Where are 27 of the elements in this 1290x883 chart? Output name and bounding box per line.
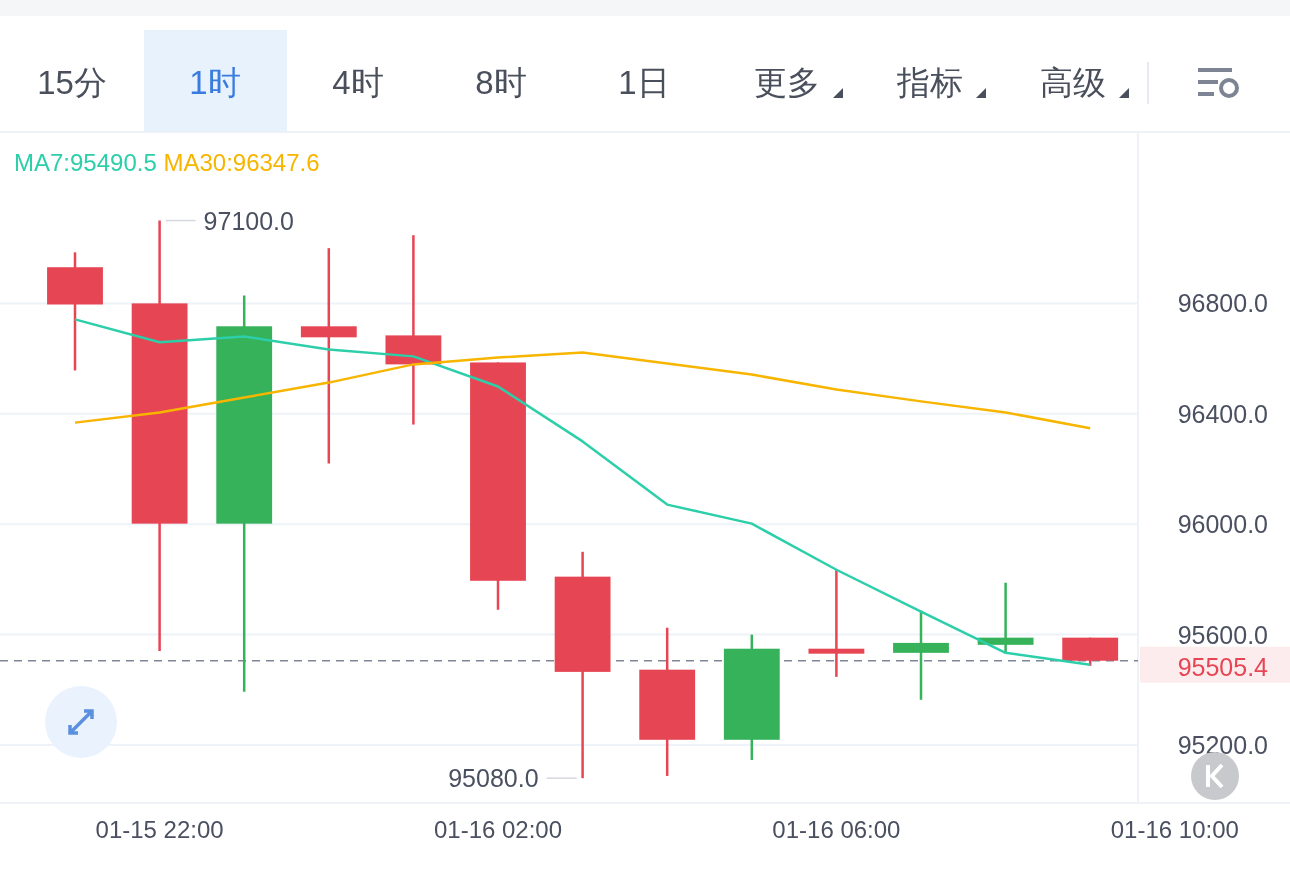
y-tick-label: 96800.0 [1177, 289, 1268, 318]
text: MA30:96347.6 [156, 149, 320, 176]
text: MA7:95490.5 [14, 149, 157, 176]
x-tick-label: 01-16 06:00 [772, 816, 901, 843]
text: 指标 [896, 64, 963, 101]
x-tick-label: 01-16 10:00 [1110, 816, 1239, 843]
text: 1时 [189, 64, 241, 101]
text: 更多 [754, 64, 820, 101]
text: 高级 [1040, 64, 1106, 101]
line-series [73, 318, 1092, 667]
annotation: 97100.0 [203, 206, 294, 235]
annotation: 95080.0 [448, 764, 539, 793]
candlestick [300, 246, 357, 465]
line-series [73, 351, 1092, 430]
x-tick-label: 01-16 02:00 [433, 816, 563, 843]
x-tick-label: 01-15 22:00 [95, 816, 224, 843]
y-tick-label: 95600.0 [1177, 620, 1268, 649]
y-tick-label: 96400.0 [1177, 399, 1268, 428]
y-tick-label: 95200.0 [1177, 731, 1268, 760]
candlestick [808, 568, 865, 679]
candlestick [977, 581, 1034, 655]
text: 1日 [618, 64, 670, 101]
y-tick-label: 96000.0 [1177, 510, 1268, 539]
ref-line-label: 95505.4 [1177, 652, 1269, 681]
text: 4时 [332, 64, 384, 101]
text: 15分 [37, 64, 107, 101]
text: 8时 [475, 64, 527, 101]
